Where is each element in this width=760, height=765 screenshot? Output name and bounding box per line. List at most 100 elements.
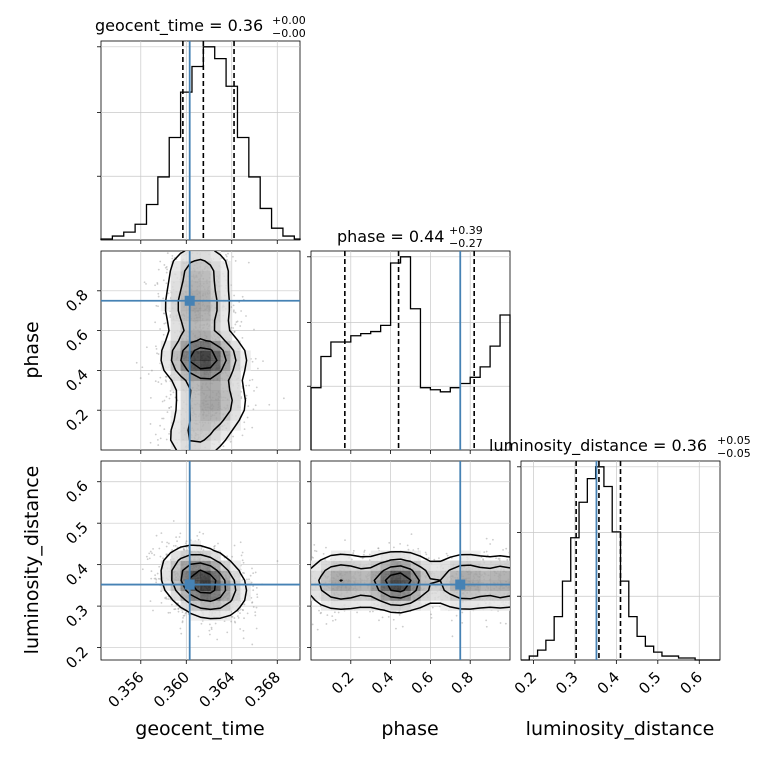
density-cell-2-3-7 <box>340 580 352 591</box>
sample-point-0-1074 <box>233 331 236 333</box>
density-cell-2-12-9 <box>430 560 441 571</box>
sample-point-0-1302 <box>282 397 285 400</box>
sample-point-2-313 <box>512 580 514 582</box>
density-cell-2-17-7 <box>480 580 491 591</box>
density-cell-0-9-13 <box>190 310 201 322</box>
density-cell-1-12-6 <box>220 590 231 601</box>
sample-point-0-662 <box>253 328 255 331</box>
density-cell-2-1-5 <box>320 600 332 611</box>
sample-point-0-203 <box>240 310 243 312</box>
sample-point-1-601 <box>242 561 245 564</box>
sample-point-1-791 <box>241 551 244 554</box>
sample-point-0-1318 <box>157 381 160 383</box>
density-cell-0-13-6 <box>230 380 241 391</box>
sample-point-1-579 <box>184 612 187 615</box>
sample-point-0-1196 <box>247 261 250 264</box>
sample-point-2-739 <box>527 594 529 596</box>
density-cell-2-7-6 <box>380 590 392 601</box>
density-cell-0-7-7 <box>170 370 182 381</box>
ytick-label-phase-0: 0.2 <box>62 405 92 435</box>
title-phase: phase = 0.44 <box>337 227 444 246</box>
density-cell-2-5-5 <box>360 600 372 611</box>
density-cell-2-4-5 <box>350 600 362 611</box>
density-cell-2-18-9 <box>490 560 501 571</box>
sample-point-2-934 <box>303 599 305 601</box>
sample-point-0-546 <box>234 311 237 314</box>
sample-point-2-1165 <box>431 606 434 609</box>
density-cell-1-7-9 <box>170 560 182 571</box>
density-cell-0-7-9 <box>170 350 182 361</box>
sample-point-0-472 <box>164 375 167 378</box>
sample-point-0-439 <box>246 416 249 419</box>
sample-point-2-30 <box>511 604 513 606</box>
sample-point-0-1069 <box>251 360 254 363</box>
density-cell-0-12-9 <box>220 350 231 361</box>
sample-point-1-1270 <box>200 622 203 625</box>
density-cell-2-3-10 <box>340 550 352 561</box>
density-cell-1-13-5 <box>230 600 241 611</box>
ytick-label-phase-1: 0.4 <box>62 366 92 396</box>
density-cell-0-12-8 <box>220 360 231 371</box>
density-cell-0-12-5 <box>220 390 231 401</box>
sample-point-2-433 <box>392 618 395 621</box>
sample-point-2-1394 <box>325 546 327 549</box>
contour-1-0 <box>160 544 248 620</box>
sample-point-1-947 <box>217 542 219 545</box>
sample-point-0-48 <box>171 257 174 260</box>
sample-point-0-325 <box>222 245 224 247</box>
sample-point-0-973 <box>215 249 217 251</box>
sample-point-0-170 <box>159 260 162 263</box>
density-cell-2-9-8 <box>400 570 411 581</box>
sample-point-0-231 <box>161 400 164 403</box>
sample-point-2-1185 <box>512 584 514 586</box>
density-cell-1-6-8 <box>160 570 172 581</box>
chart-marks: 0.356 0.360 0.364 0.368 0.2 0.4 0.6 0.8 0.2 0.3 0.… <box>62 41 720 711</box>
sample-point-0-197 <box>162 297 165 300</box>
sample-point-2-644 <box>515 567 517 569</box>
density-cell-2-11-7 <box>420 580 431 591</box>
density-cell-0-7-6 <box>170 380 182 391</box>
density-cell-2-14-9 <box>450 560 461 571</box>
sample-point-0-1392 <box>241 336 244 339</box>
sample-point-2-542 <box>461 611 464 614</box>
sample-point-0-632 <box>154 380 157 383</box>
sample-point-0-292 <box>172 391 175 394</box>
density-cell-1-10-5 <box>200 600 211 611</box>
sample-point-0-1259 <box>232 304 235 307</box>
density-cell-0-11-16 <box>210 280 221 292</box>
density-cell-0-11-2 <box>210 420 221 431</box>
sample-point-0-1088 <box>251 378 254 381</box>
sample-point-0-501 <box>135 361 138 364</box>
sample-point-2-413 <box>401 625 404 628</box>
xtick-label-luminosity_distance-2: 0.4 <box>594 668 624 698</box>
sample-point-0-1208 <box>224 248 226 250</box>
sample-point-1-1313 <box>152 547 154 550</box>
title-luminosity-distance-main: luminosity_distance = 0.36 <box>489 436 707 456</box>
density-cell-0-9-19 <box>190 251 201 262</box>
density-cell-2-7-8 <box>380 570 392 581</box>
density-cell-1-9-7 <box>190 580 201 591</box>
sample-point-1-1110 <box>249 574 252 577</box>
sample-point-1-1379 <box>254 611 257 614</box>
density-cell-2-18-6 <box>490 590 501 601</box>
sample-point-1-634 <box>150 577 153 580</box>
density-cell-2-13-9 <box>440 560 451 571</box>
density-cell-0-11-0 <box>210 440 221 450</box>
sample-point-2-99 <box>311 623 314 626</box>
sample-point-0-669 <box>166 268 168 271</box>
sample-point-1-941 <box>230 620 233 623</box>
density-cell-0-8-14 <box>180 300 192 312</box>
ylabel-luminosity-distance: luminosity_distance <box>21 466 43 655</box>
sample-point-1-1297 <box>208 623 211 626</box>
sample-point-1-24 <box>256 593 258 596</box>
sample-point-0-149 <box>197 458 199 460</box>
density-cell-2-6-8 <box>370 570 382 581</box>
sample-point-0-32 <box>169 316 172 318</box>
sample-point-2-728 <box>306 582 308 584</box>
sample-point-1-441 <box>155 578 158 581</box>
sample-point-0-154 <box>162 417 165 420</box>
sample-point-2-327 <box>526 603 528 605</box>
density-cell-2-5-7 <box>360 580 372 591</box>
density-cell-0-10-4 <box>200 400 211 411</box>
